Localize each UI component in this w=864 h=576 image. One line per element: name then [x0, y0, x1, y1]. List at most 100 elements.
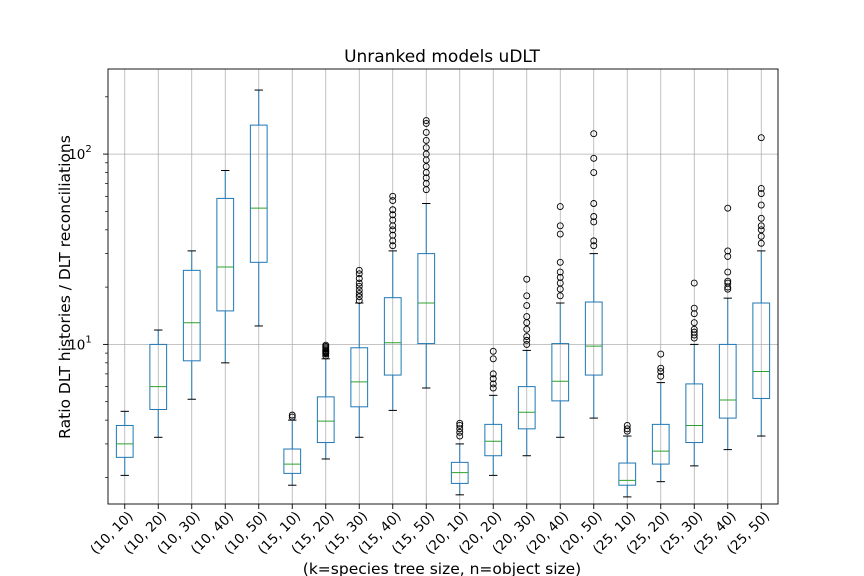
- x-axis-label: (k=species tree size, n=object size): [303, 560, 581, 576]
- outlier-point: [322, 341, 330, 349]
- y-axis-label: Ratio DLT histories / DLT reconciliation…: [56, 135, 74, 439]
- outlier-point: [422, 163, 430, 171]
- box: [651, 423, 670, 465]
- box: [752, 302, 771, 399]
- box-group: [718, 204, 737, 451]
- box-group: [551, 203, 570, 438]
- outlier-point: [690, 310, 698, 318]
- outlier-point: [623, 425, 631, 433]
- outlier-point: [523, 336, 531, 344]
- outlier-point: [757, 190, 765, 198]
- outlier-point: [523, 340, 531, 348]
- box-group: [149, 329, 168, 438]
- outlier-point: [523, 333, 531, 340]
- outlier-point: [355, 275, 363, 282]
- box: [618, 462, 637, 486]
- outlier-point: [657, 372, 665, 380]
- outlier-point: [623, 422, 631, 429]
- outlier-point: [489, 384, 497, 392]
- outlier-point: [422, 136, 430, 144]
- outlier-point: [456, 422, 464, 429]
- box-group: [283, 411, 302, 486]
- outlier-point: [523, 325, 531, 333]
- box-group: [584, 130, 603, 419]
- box-group: [685, 279, 704, 467]
- outlier-point: [724, 279, 732, 287]
- outlier-point: [456, 419, 464, 427]
- plot-layer: [115, 89, 771, 498]
- outlier-point: [590, 154, 598, 162]
- outlier-point: [389, 242, 397, 250]
- outlier-point: [355, 297, 363, 304]
- box: [551, 343, 570, 402]
- box-group: [517, 275, 536, 457]
- box-group: [316, 341, 335, 460]
- outlier-point: [355, 293, 363, 301]
- outlier-point: [556, 268, 564, 276]
- outlier-point: [724, 252, 732, 260]
- outlier-point: [456, 425, 464, 433]
- outlier-point: [556, 258, 564, 266]
- outlier-point: [590, 213, 598, 220]
- outlier-point: [355, 290, 363, 298]
- outlier-point: [389, 231, 397, 239]
- outlier-point: [523, 275, 531, 283]
- grid-layer: [108, 69, 778, 504]
- outlier-point: [724, 277, 732, 285]
- box-group: [383, 192, 402, 411]
- outlier-point: [590, 169, 598, 176]
- box: [182, 269, 201, 362]
- box-group: [249, 89, 268, 327]
- box-group: [182, 250, 201, 400]
- outlier-point: [489, 380, 497, 388]
- box: [350, 347, 369, 408]
- outlier-point: [590, 218, 598, 226]
- box: [249, 124, 268, 263]
- outlier-point: [389, 211, 397, 219]
- outlier-point: [724, 204, 732, 212]
- outlier-point: [389, 192, 397, 200]
- box: [417, 253, 436, 345]
- outlier-point: [489, 355, 497, 363]
- outlier-point: [355, 282, 363, 290]
- outlier-point: [590, 200, 598, 207]
- outlier-point: [456, 428, 464, 436]
- outlier-point: [556, 292, 564, 300]
- outlier-point: [590, 130, 598, 138]
- outlier-point: [757, 201, 765, 209]
- outlier-point: [422, 174, 430, 182]
- box: [115, 424, 134, 458]
- outlier-point: [657, 350, 665, 358]
- outlier-point: [757, 226, 765, 234]
- outlier-point: [590, 237, 598, 245]
- plot-area-frame: [107, 68, 779, 505]
- box: [149, 343, 168, 410]
- outlier-point: [355, 270, 363, 278]
- outlier-point: [556, 273, 564, 281]
- outlier-point: [288, 411, 296, 419]
- box-group: [651, 350, 670, 483]
- outlier-point: [657, 368, 665, 376]
- box-group: [450, 419, 469, 496]
- outlier-point: [389, 226, 397, 234]
- outlier-point: [355, 266, 363, 274]
- box-group: [417, 117, 436, 389]
- outlier-point: [657, 364, 665, 372]
- outlier-point: [422, 144, 430, 152]
- chart-title: Unranked models uDLT: [344, 47, 540, 67]
- outlier-point: [288, 413, 296, 421]
- box: [383, 297, 402, 376]
- outlier-point: [757, 184, 765, 192]
- outlier-point: [556, 230, 564, 238]
- outlier-point: [590, 242, 598, 250]
- outlier-point: [757, 239, 765, 247]
- outlier-point: [422, 128, 430, 136]
- box: [316, 396, 335, 444]
- outlier-point: [489, 347, 497, 355]
- outlier-point: [389, 206, 397, 214]
- box: [283, 448, 302, 474]
- box: [685, 383, 704, 444]
- box-group: [216, 169, 235, 364]
